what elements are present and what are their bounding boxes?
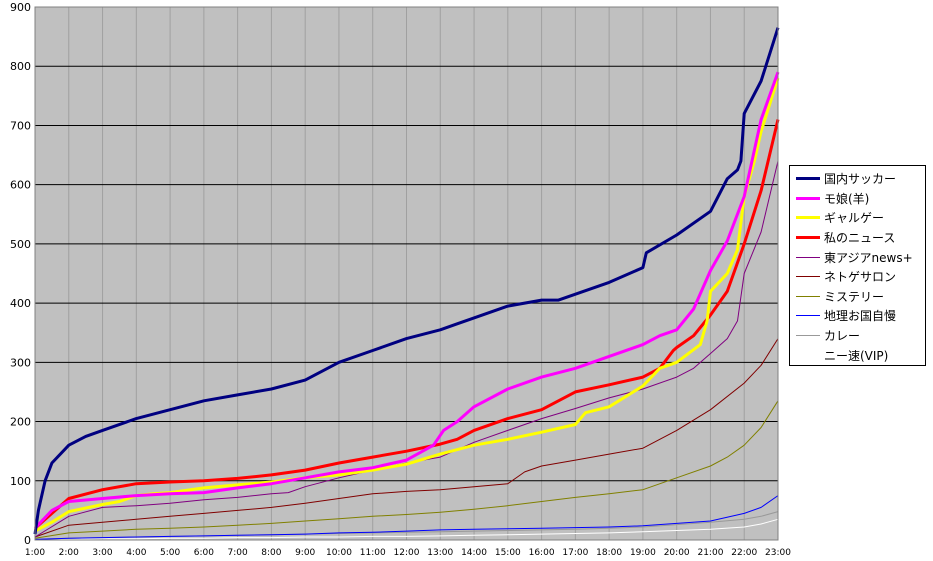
legend-item: モ娘(羊) [790,189,925,209]
series-lines [33,27,780,541]
legend-item: 東アジアnews+ [790,247,925,267]
plot-border [34,6,779,541]
y-tick-label: 200 [10,416,31,429]
y-tick-label: 800 [10,60,31,73]
legend-swatch [796,354,820,356]
y-tick-label: 600 [10,179,31,192]
legend-item: ミステリー [790,287,925,307]
x-tick-label: 6:00 [194,548,214,558]
series-line [34,400,779,539]
legend-label: 私のニュース [824,231,896,246]
legend-label: 東アジアnews+ [824,250,913,265]
legend-item: ギャルゲー [790,208,925,228]
x-tick-label: 18:00 [596,548,622,558]
x-tick-label: 9:00 [295,548,315,558]
legend-label: モ娘(羊) [824,191,870,206]
legend-swatch [796,216,820,220]
legend-item: ニー速(VIP) [790,345,925,365]
legend-swatch [796,295,820,297]
x-tick-label: 19:00 [630,548,656,558]
x-axis-ticks: 1:00 2:00 3:00 4:00 5:00 6:00 7:00 8:00 9:00 10:0… [25,548,791,558]
x-tick-label: 21:00 [697,548,723,558]
series-line [33,71,780,530]
x-tick-label: 15:00 [495,548,521,558]
y-tick-label: 0 [24,534,31,547]
legend-label: ミステリー [824,289,885,304]
x-tick-label: 2:00 [59,548,79,558]
y-tick-label: 700 [10,119,31,132]
legend-item: カレー [790,326,925,346]
y-axis-ticks: 0 100 200 300 400 500 600 700 800 900 [10,1,31,547]
series-line [34,495,779,540]
legend-swatch [796,236,820,240]
x-tick-label: 4:00 [126,548,146,558]
legend-label: ギャルゲー [824,211,885,226]
legend-swatch [796,276,820,278]
x-tick-label: 13:00 [427,548,453,558]
legend-label: 国内サッカー [824,172,897,187]
x-tick-label: 1:00 [25,548,45,558]
legend-swatch [796,315,820,317]
series-line [34,119,780,530]
y-tick-label: 400 [10,297,31,310]
y-tick-label: 900 [10,1,31,14]
series-line [34,518,779,541]
legend-item: 私のニュース [790,228,925,248]
legend-swatch [796,335,820,337]
y-tick-label: 300 [10,356,31,369]
x-tick-label: 3:00 [92,548,112,558]
legend-item: 国内サッカー [790,169,925,189]
legend-swatch [796,177,820,181]
x-tick-label: 5:00 [160,548,180,558]
x-tick-label: 20:00 [664,548,690,558]
series-line [33,27,780,535]
legend-swatch [796,256,820,258]
legend: 国内サッカー モ娘(羊) ギャルゲー私のニュース東アジアnews+ ネトゲサロン ミステ… [789,165,926,366]
y-tick-label: 100 [10,475,31,488]
legend-label: ニー速(VIP) [824,348,889,363]
x-tick-label: 12:00 [394,548,420,558]
legend-item: ネトゲサロン [790,267,925,287]
x-tick-label: 23:00 [765,548,791,558]
legend-swatch [796,196,820,200]
legend-label: 地理お国自慢 [824,309,897,324]
x-tick-label: 17:00 [562,548,588,558]
legend-item: 地理お国自慢 [790,306,925,326]
legend-label: ネトゲサロン [824,270,897,285]
x-tick-label: 7:00 [228,548,248,558]
y-tick-label: 500 [10,238,31,251]
x-tick-label: 10:00 [326,548,352,558]
x-tick-label: 22:00 [731,548,757,558]
legend-label: カレー [824,329,861,344]
x-tick-label: 14:00 [461,548,487,558]
x-tick-label: 16:00 [529,548,555,558]
x-tick-label: 11:00 [360,548,386,558]
x-tick-label: 8:00 [261,548,281,558]
series-line [34,338,779,538]
